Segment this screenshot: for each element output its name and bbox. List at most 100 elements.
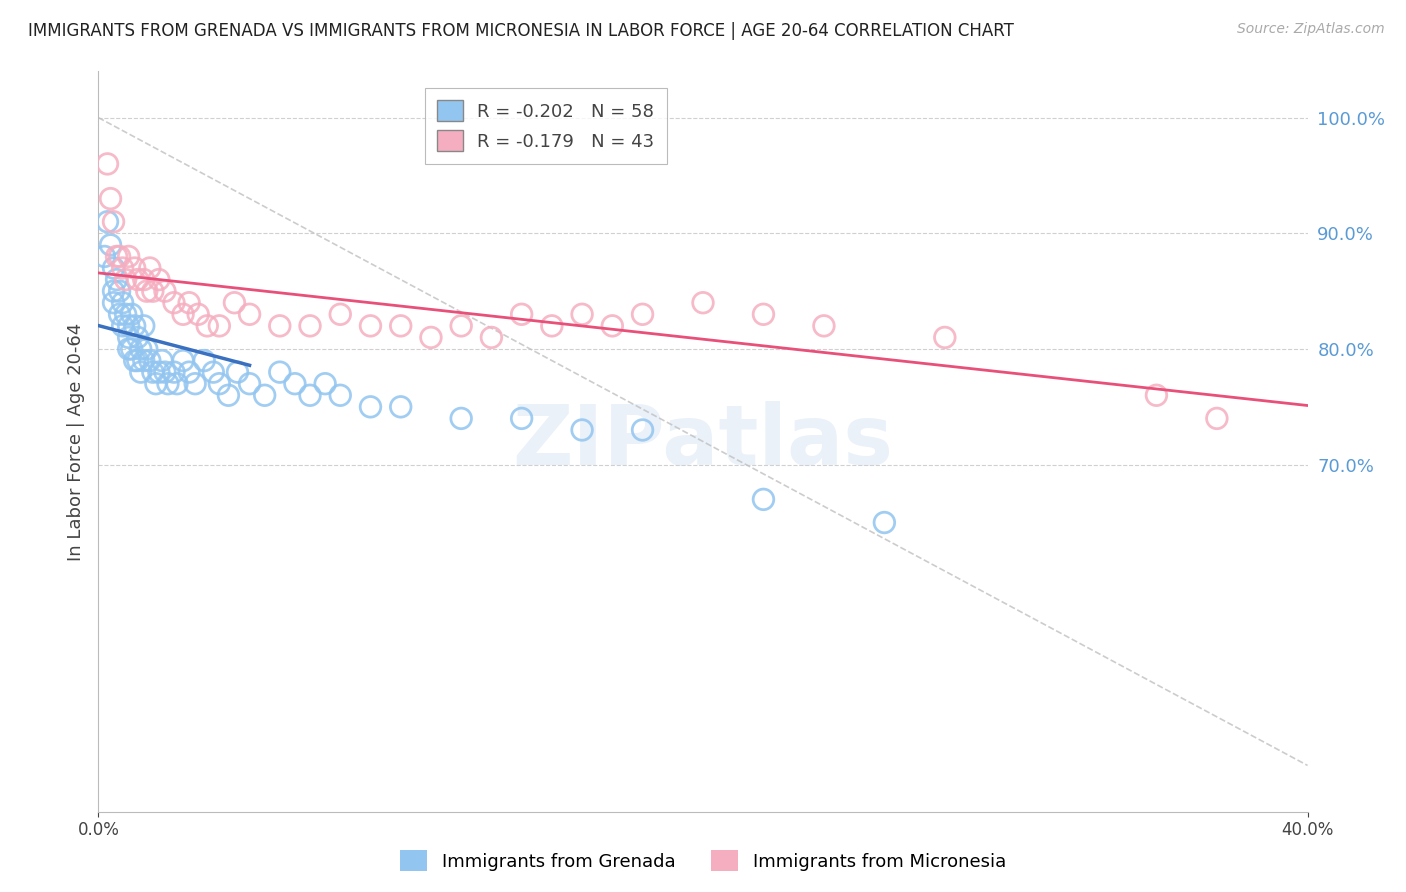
Point [450, 318, 472, 333]
Point [187, 307, 209, 321]
Point [153, 365, 176, 379]
Point [100, 238, 122, 252]
Point [118, 342, 141, 356]
Point [934, 330, 956, 344]
Point [172, 307, 194, 321]
Point [124, 260, 146, 275]
Point [108, 307, 131, 321]
Point [602, 318, 624, 333]
Point [329, 307, 352, 321]
Point [129, 365, 152, 379]
Point [314, 376, 336, 391]
Text: Source: ZipAtlas.com: Source: ZipAtlas.com [1237, 22, 1385, 37]
Point [96, 215, 118, 229]
Point [129, 342, 152, 356]
Point [93, 250, 115, 264]
Point [139, 353, 162, 368]
Point [217, 388, 239, 402]
Point [145, 376, 167, 391]
Point [631, 307, 654, 321]
Point [179, 295, 201, 310]
Point [299, 388, 322, 402]
Point [103, 260, 125, 275]
Point [360, 400, 382, 414]
Point [118, 318, 141, 333]
Point [481, 330, 503, 344]
Point [571, 423, 593, 437]
Point [1144, 388, 1167, 402]
Point [269, 318, 291, 333]
Point [163, 295, 186, 310]
Point [108, 284, 131, 298]
Point [139, 260, 162, 275]
Point [202, 365, 225, 379]
Point [114, 307, 136, 321]
Point [103, 284, 125, 298]
Point [692, 295, 714, 310]
Point [132, 272, 155, 286]
Point [752, 492, 775, 507]
Point [166, 376, 188, 391]
Point [163, 365, 186, 379]
Point [135, 342, 157, 356]
Point [121, 342, 143, 356]
Point [132, 318, 155, 333]
Point [224, 295, 246, 310]
Point [179, 365, 201, 379]
Point [510, 411, 533, 425]
Point [184, 376, 207, 391]
Point [142, 365, 165, 379]
Point [752, 307, 775, 321]
Point [329, 388, 352, 402]
Point [1206, 411, 1229, 425]
Point [105, 250, 128, 264]
Point [114, 272, 136, 286]
Point [450, 411, 472, 425]
Point [127, 330, 149, 344]
Point [360, 318, 382, 333]
Point [103, 215, 125, 229]
Point [111, 260, 134, 275]
Point [118, 330, 141, 344]
Point [127, 272, 149, 286]
Text: ZIPatlas: ZIPatlas [513, 401, 893, 482]
Point [124, 353, 146, 368]
Point [121, 307, 143, 321]
Point [631, 423, 654, 437]
Point [571, 307, 593, 321]
Point [96, 157, 118, 171]
Point [108, 250, 131, 264]
Point [420, 330, 443, 344]
Point [132, 353, 155, 368]
Point [153, 284, 176, 298]
Point [389, 318, 412, 333]
Point [193, 353, 215, 368]
Point [239, 307, 262, 321]
Point [253, 388, 276, 402]
Point [284, 376, 307, 391]
Y-axis label: In Labor Force | Age 20-64: In Labor Force | Age 20-64 [66, 322, 84, 561]
Point [118, 250, 141, 264]
Point [111, 318, 134, 333]
Point [135, 284, 157, 298]
Point [239, 376, 262, 391]
Point [100, 192, 122, 206]
Point [813, 318, 835, 333]
Legend: Immigrants from Grenada, Immigrants from Micronesia: Immigrants from Grenada, Immigrants from… [392, 843, 1014, 879]
Point [103, 295, 125, 310]
Point [127, 353, 149, 368]
Point [172, 353, 194, 368]
Point [873, 516, 896, 530]
Point [299, 318, 322, 333]
Point [148, 272, 170, 286]
Point [208, 318, 231, 333]
Point [150, 353, 173, 368]
Point [540, 318, 562, 333]
Point [148, 365, 170, 379]
Point [269, 365, 291, 379]
Point [208, 376, 231, 391]
Point [156, 376, 179, 391]
Point [389, 400, 412, 414]
Point [105, 272, 128, 286]
Point [124, 318, 146, 333]
